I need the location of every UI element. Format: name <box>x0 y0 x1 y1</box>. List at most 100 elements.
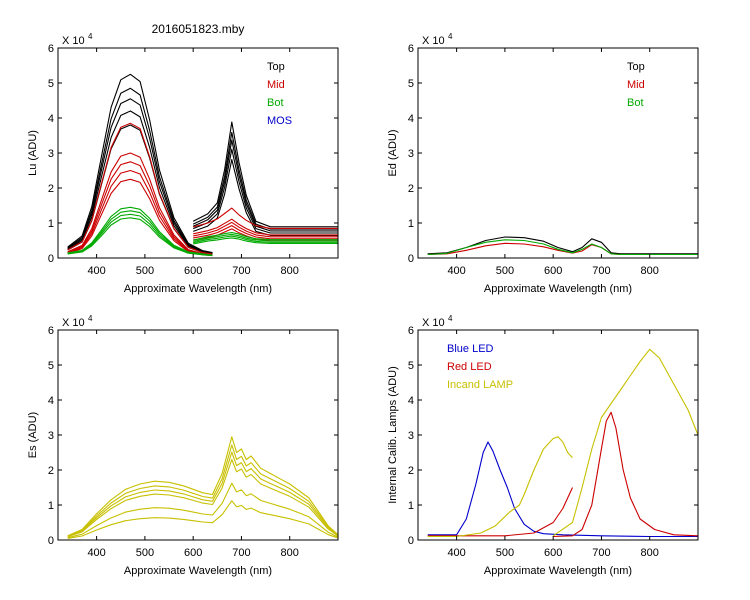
es-es-line-5-0 <box>67 500 338 539</box>
lu-bot-line-0-1 <box>193 232 338 241</box>
ed-xtick-label: 700 <box>592 265 610 277</box>
es-ytick-label: 4 <box>48 395 54 407</box>
lu-ytick-label: 6 <box>48 43 54 55</box>
lu-mid-line-3-0 <box>67 169 213 256</box>
lu-series-group <box>67 73 338 257</box>
lu-xtick-label: 500 <box>136 265 154 277</box>
lu-mid-line-2-1 <box>193 221 338 238</box>
lu-xlabel: Approximate Wavelength (nm) <box>124 283 272 295</box>
ed-ytick-label: 0 <box>408 253 414 265</box>
lamps-xtick-label: 400 <box>447 547 465 559</box>
lamps-legend-blue-led: Blue LED <box>447 343 494 355</box>
lu-ytick-label: 3 <box>48 148 54 160</box>
lu-top-line-0-0 <box>67 73 213 254</box>
es-es-line-1-0 <box>67 444 338 537</box>
lamps-legend-incand-lamp: Incand LAMP <box>447 379 513 391</box>
lu-top-line-3-1 <box>192 148 338 234</box>
lu-bot-line-3-1 <box>193 237 338 245</box>
es-xtick-label: 600 <box>184 547 202 559</box>
lu-legend-mos: MOS <box>267 115 292 127</box>
lamps-ytick-label: 6 <box>408 325 414 337</box>
lu-top-line-2-1 <box>192 139 338 232</box>
lamps-ylabel: Internal Calib. Lamps (ADU) <box>387 366 399 504</box>
lu-legend-top: Top <box>267 61 285 73</box>
lamps-xtick-label: 800 <box>641 547 659 559</box>
lamps-incand-lamp-line-0-1 <box>552 348 698 537</box>
ed-legend-bot: Bot <box>627 97 644 109</box>
lu-xtick-label: 800 <box>281 265 299 277</box>
es-es-line-4-0 <box>67 482 338 539</box>
es-xtick-label: 400 <box>87 547 105 559</box>
es-ytick-label: 1 <box>48 500 54 512</box>
ed-xtick-label: 800 <box>641 265 659 277</box>
es-es-line-3-0 <box>67 458 338 538</box>
ed-ytick-label: 2 <box>408 183 414 195</box>
ed-top-line-0-0 <box>427 236 698 255</box>
es-series-group <box>67 436 338 539</box>
es-es-line-2-0 <box>67 451 338 537</box>
lamps-xtick-label: 600 <box>544 547 562 559</box>
lamps-ytick-label: 5 <box>408 360 414 372</box>
lamps-ytick-label: 1 <box>408 500 414 512</box>
lu-xtick-label: 700 <box>232 265 250 277</box>
ed-scale-exponent: 4 <box>448 32 453 41</box>
ed-ytick-label: 6 <box>408 43 414 55</box>
lamps-ytick-label: 3 <box>408 430 414 442</box>
es-es-line-0-0 <box>67 436 338 537</box>
lu-ylabel: Lu (ADU) <box>27 130 39 176</box>
lu-mid-line-4-0 <box>67 178 213 257</box>
ed-legend-mid: Mid <box>627 79 645 91</box>
lu-bot-line-1-1 <box>193 233 338 243</box>
figure-title: 2016051823.mby <box>152 22 245 36</box>
lamps-xlabel: Approximate Wavelength (nm) <box>484 565 632 577</box>
lamps-red-led-line-0-1 <box>553 411 698 538</box>
lu-top-line-0-1 <box>192 121 338 228</box>
lu-mid-line-0-0 <box>67 122 213 255</box>
ed-xlabel: Approximate Wavelength (nm) <box>484 283 632 295</box>
lu-scale-label: X 10 <box>62 35 85 47</box>
es-scale-label: X 10 <box>62 317 85 329</box>
lamps-red-led-line-0-0 <box>427 487 573 537</box>
es-xtick-label: 500 <box>136 547 154 559</box>
lu-ytick-label: 1 <box>48 218 54 230</box>
lu-ytick-label: 2 <box>48 183 54 195</box>
lu-top-line-4-1 <box>193 159 338 236</box>
lu-mid-line-0-1 <box>193 207 338 229</box>
es-ytick-label: 2 <box>48 465 54 477</box>
lamps-incand-lamp-line-0-0 <box>427 436 573 538</box>
ed-xtick-label: 400 <box>447 265 465 277</box>
lamps-scale-label: X 10 <box>422 317 445 329</box>
es-xtick-label: 700 <box>232 547 250 559</box>
lu-scale-exponent: 4 <box>88 32 93 41</box>
lu-top-line-3-0 <box>67 110 213 255</box>
es-xlabel: Approximate Wavelength (nm) <box>124 565 272 577</box>
lu-legend-mid: Mid <box>267 79 285 91</box>
lu-legend-bot: Bot <box>267 97 284 109</box>
ed-xtick-label: 500 <box>496 265 514 277</box>
lu-bot-line-2-1 <box>193 235 338 244</box>
es-ytick-label: 6 <box>48 325 54 337</box>
lu-ytick-label: 4 <box>48 113 54 125</box>
lamps-xtick-label: 700 <box>592 547 610 559</box>
lu-mid-line-1-1 <box>193 218 338 236</box>
lamps-ytick-label: 0 <box>408 535 414 547</box>
ed-ytick-label: 1 <box>408 218 414 230</box>
lamps-blue-led-line-0-0 <box>427 441 698 538</box>
ed-ytick-label: 3 <box>408 148 414 160</box>
ed-legend-top: Top <box>627 61 645 73</box>
es-scale-exponent: 4 <box>88 314 93 323</box>
lu-bot-line-3-0 <box>67 217 213 257</box>
lu-ytick-label: 0 <box>48 253 54 265</box>
ed-ylabel: Ed (ADU) <box>387 129 399 176</box>
lu-top-line-1-0 <box>67 87 213 254</box>
lamps-ytick-label: 2 <box>408 465 414 477</box>
ed-bot-line-0-0 <box>427 239 698 256</box>
lamps-series-group <box>427 348 698 538</box>
es-ylabel: Es (ADU) <box>27 412 39 458</box>
ed-scale-label: X 10 <box>422 35 445 47</box>
